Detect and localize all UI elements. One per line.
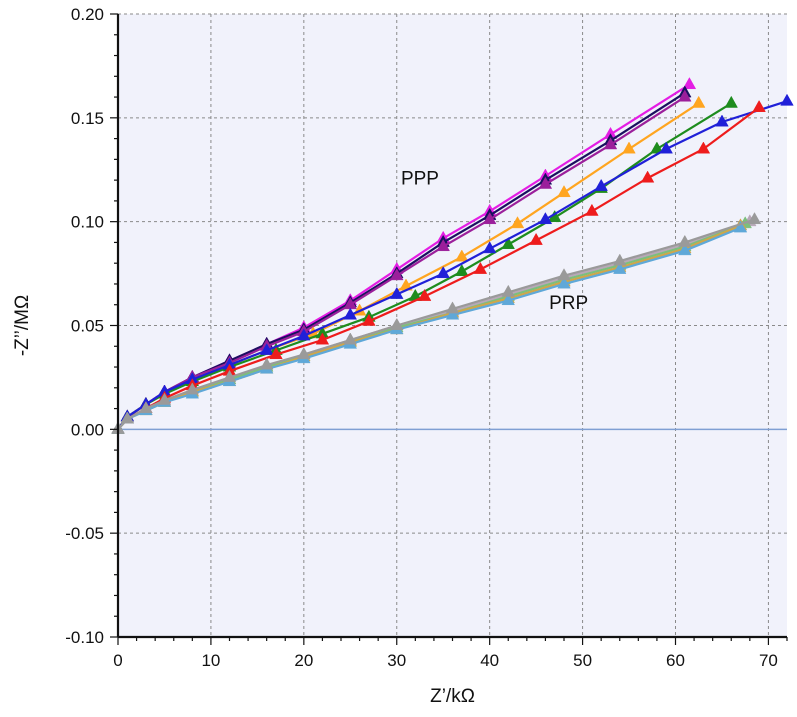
data-point-triangle bbox=[297, 328, 311, 341]
y-tick-label: -0.10 bbox=[65, 628, 104, 647]
axes bbox=[110, 13, 788, 645]
data-point-triangle bbox=[501, 293, 515, 306]
x-tick-label: 60 bbox=[666, 651, 685, 670]
series-line bbox=[117, 226, 741, 431]
data-point-triangle bbox=[222, 369, 237, 382]
data-point-triangle bbox=[613, 261, 627, 274]
data-point-triangle bbox=[343, 307, 358, 320]
data-point-triangle bbox=[157, 392, 172, 405]
data-point-triangle bbox=[585, 203, 599, 216]
data-point-triangle bbox=[780, 93, 794, 106]
data-point-triangle bbox=[715, 114, 729, 127]
y-tick-label: -0.05 bbox=[65, 524, 104, 543]
data-point-triangle bbox=[678, 234, 692, 247]
data-point-triangle bbox=[733, 220, 748, 233]
data-point-triangle bbox=[482, 241, 497, 254]
data-point-triangle bbox=[603, 137, 618, 150]
data-point-triangle bbox=[389, 268, 404, 281]
data-point-triangle bbox=[501, 284, 515, 297]
data-point-triangle bbox=[473, 261, 488, 274]
x-tick-label: 40 bbox=[480, 651, 499, 670]
x-tick-label: 0 bbox=[113, 651, 122, 670]
data-point-triangle bbox=[501, 236, 515, 249]
data-point-triangle bbox=[120, 411, 135, 424]
annotations: PPP PRP bbox=[401, 168, 588, 314]
data-point-triangle bbox=[445, 301, 460, 314]
annotation-ppp-label: PPP bbox=[401, 168, 439, 189]
tick-labels: 0 10 20 30 40 50 60 70 0.20 0.15 0.10 0.05 0.00 -0.05… bbox=[65, 5, 778, 670]
y-axis-title: -Z’’/MΩ bbox=[12, 295, 33, 356]
data-point-triangle bbox=[557, 268, 571, 281]
data-point-triangle bbox=[682, 77, 697, 90]
annotation-prp-label: PRP bbox=[549, 293, 588, 314]
data-point-triangle bbox=[445, 307, 460, 320]
x-tick-label: 20 bbox=[294, 651, 313, 670]
data-point-triangle bbox=[538, 212, 553, 225]
data-point-triangle bbox=[752, 99, 766, 112]
data-point-triangle bbox=[659, 141, 673, 154]
data-point-triangle bbox=[259, 357, 274, 370]
y-tick-label: 0.05 bbox=[71, 317, 104, 336]
x-tick-label: 70 bbox=[759, 651, 778, 670]
data-point-triangle bbox=[594, 178, 608, 191]
data-point-triangle bbox=[482, 212, 497, 225]
data-point-triangle bbox=[691, 95, 706, 108]
data-point-triangle bbox=[362, 313, 376, 326]
x-tick-label: 50 bbox=[573, 651, 592, 670]
data-point-triangle bbox=[640, 170, 655, 183]
data-point-triangle bbox=[557, 276, 571, 289]
data-point-triangle bbox=[678, 89, 692, 102]
data-point-triangle bbox=[696, 141, 711, 154]
data-point-triangle bbox=[622, 141, 636, 154]
data-point-triangle bbox=[185, 382, 200, 395]
y-tick-label: 0.20 bbox=[71, 5, 104, 24]
data-point-triangle bbox=[139, 401, 153, 414]
data-point-triangle bbox=[613, 253, 627, 266]
data-point-triangle bbox=[297, 347, 311, 360]
data-point-triangle bbox=[510, 216, 525, 229]
data-point-triangle bbox=[389, 317, 404, 330]
x-axis-title: Z’/kΩ bbox=[430, 686, 475, 707]
x-tick-label: 30 bbox=[387, 651, 406, 670]
plot-background bbox=[118, 14, 787, 637]
data-point-triangle bbox=[259, 342, 274, 355]
data-point-triangle bbox=[436, 266, 450, 279]
x-tick-label: 10 bbox=[201, 651, 220, 670]
data-point-triangle bbox=[724, 95, 738, 108]
y-tick-label: 0.00 bbox=[71, 420, 104, 439]
series-prp-12 bbox=[111, 212, 762, 434]
data-point-triangle bbox=[529, 232, 543, 245]
data-series bbox=[111, 77, 794, 434]
data-point-triangle bbox=[389, 286, 404, 299]
series-line bbox=[117, 218, 755, 431]
data-point-triangle bbox=[436, 239, 450, 252]
data-point-triangle bbox=[315, 332, 330, 345]
data-point-triangle bbox=[343, 332, 358, 345]
data-point-triangle bbox=[455, 249, 469, 262]
data-point-triangle bbox=[557, 185, 571, 198]
data-point-triangle bbox=[678, 243, 692, 256]
data-point-triangle bbox=[538, 176, 553, 189]
data-point-triangle bbox=[417, 288, 432, 301]
data-point-triangle bbox=[747, 212, 762, 225]
y-tick-label: 0.15 bbox=[71, 109, 104, 128]
data-point-triangle bbox=[455, 263, 469, 276]
data-point-triangle bbox=[269, 347, 283, 360]
y-tick-label: 0.10 bbox=[71, 213, 104, 232]
